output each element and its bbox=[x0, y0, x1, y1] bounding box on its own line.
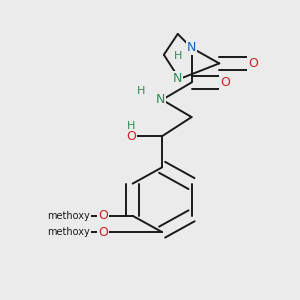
Text: H: H bbox=[127, 121, 135, 131]
Text: N: N bbox=[156, 93, 165, 106]
Text: O: O bbox=[98, 226, 108, 238]
Text: H: H bbox=[137, 86, 146, 96]
Text: H: H bbox=[173, 52, 182, 61]
Text: methoxy: methoxy bbox=[47, 227, 90, 237]
Text: O: O bbox=[126, 130, 136, 142]
Text: O: O bbox=[220, 76, 230, 89]
Text: O: O bbox=[248, 57, 258, 70]
Text: N: N bbox=[173, 73, 182, 85]
Text: methoxy: methoxy bbox=[47, 211, 90, 221]
Text: N: N bbox=[187, 41, 196, 54]
Text: O: O bbox=[98, 209, 108, 222]
